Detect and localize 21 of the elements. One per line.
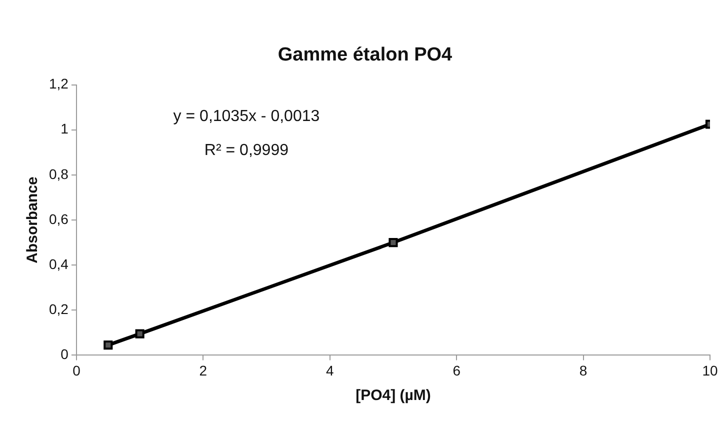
y-tick-label: 0,8 (48, 166, 69, 182)
x-tick-label: 2 (199, 362, 208, 378)
y-tick-label: 0,2 (48, 300, 69, 317)
x-tick-label: 4 (326, 362, 334, 378)
y-tick-label: 1 (60, 120, 69, 137)
annotation: R² = 0,9999 (204, 142, 289, 160)
chart-title: Gamme étalon PO4 (278, 44, 453, 66)
y-tick-label: 0,6 (48, 210, 69, 227)
x-axis-title: [PO4] (µM) (356, 387, 431, 404)
y-axis-title: Absorbance (24, 176, 42, 264)
point (135, 329, 144, 338)
y-tick-label: 1,2 (48, 76, 69, 92)
x-tick-label: 10 (702, 362, 718, 378)
point (388, 238, 398, 248)
annotation: y = 0,1035x - 0,0013 (173, 108, 320, 126)
x-tick-label: 0 (72, 362, 81, 378)
y-tick-label: 0,4 (48, 256, 69, 272)
point (104, 340, 113, 350)
x-tick-label: 8 (579, 362, 588, 378)
y-tick-label: 0 (60, 346, 69, 362)
x-tick-label: 6 (452, 362, 461, 378)
